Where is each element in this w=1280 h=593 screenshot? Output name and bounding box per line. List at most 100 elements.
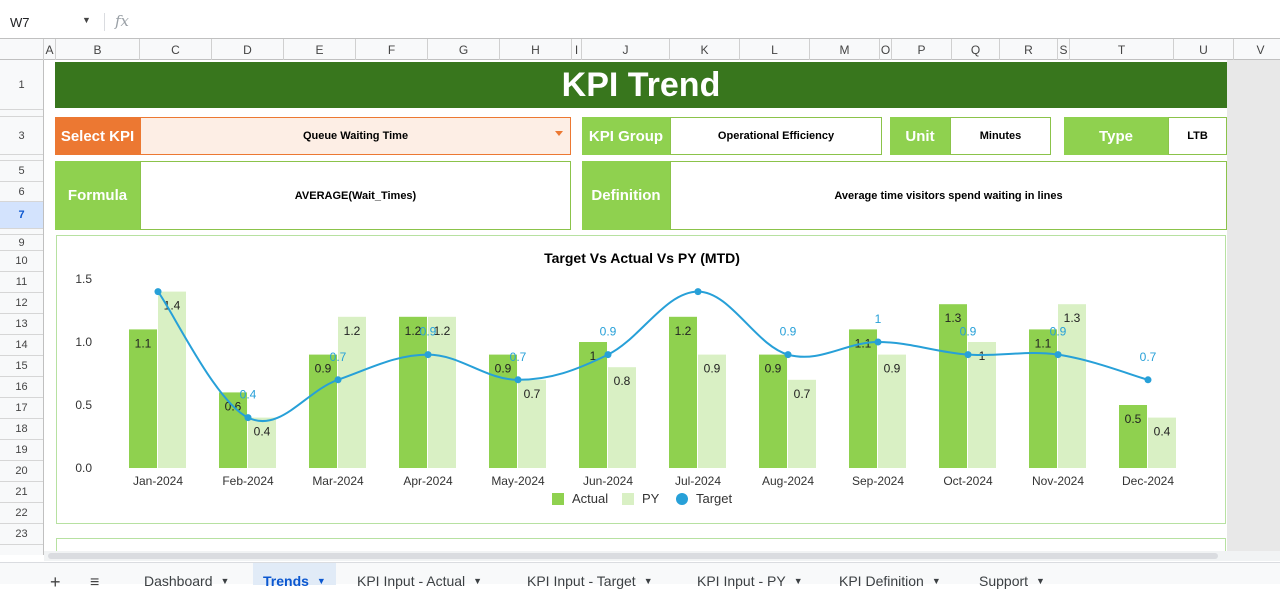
row-header-15[interactable]: 15 — [0, 356, 43, 377]
actual-data-label: 0.9 — [315, 362, 332, 376]
row-header-23[interactable]: 23 — [0, 524, 43, 545]
actual-data-label: 0.9 — [495, 362, 512, 376]
target-point — [244, 414, 252, 422]
py-bar — [878, 354, 906, 468]
actual-data-label: 1.2 — [675, 324, 692, 338]
tab-menu-icon[interactable]: ▼ — [793, 576, 803, 586]
column-header-t[interactable]: T — [1070, 39, 1174, 60]
actual-data-label: 1.2 — [405, 324, 422, 338]
kpi-group-value: Operational Efficiency — [670, 117, 882, 155]
all-sheets-icon[interactable]: ≡ — [90, 574, 100, 591]
tab-menu-icon[interactable]: ▼ — [473, 576, 483, 586]
target-point — [604, 351, 612, 359]
trend-chart[interactable]: Target Vs Actual Vs PY (MTD) 0.0 0.5 1.0 1.… — [56, 235, 1226, 524]
actual-bar — [849, 329, 877, 468]
tab-menu-icon[interactable]: ▼ — [643, 576, 653, 586]
chart-canvas: 0.00.51.01.51.11.4Jan-20240.60.4Feb-2024… — [75, 272, 1176, 506]
py-data-label: 1.3 — [1064, 311, 1081, 325]
target-point — [1144, 376, 1152, 384]
add-sheet-icon[interactable]: + — [50, 572, 61, 592]
select-all-corner[interactable] — [0, 39, 44, 60]
select-kpi-dropdown[interactable]: Queue Waiting Time — [140, 117, 571, 155]
row-header-11[interactable]: 11 — [0, 272, 43, 293]
column-header-c[interactable]: C — [140, 39, 212, 60]
unused-columns-area — [1227, 60, 1280, 555]
sheet-tab-kpi-input-target[interactable]: KPI Input - Target ▼ — [517, 563, 663, 589]
column-header-k[interactable]: K — [670, 39, 740, 60]
row-header-4[interactable] — [0, 155, 43, 161]
column-header-v[interactable]: V — [1234, 39, 1280, 60]
target-point — [1054, 351, 1062, 359]
column-header-i[interactable]: I — [572, 39, 582, 60]
tab-menu-icon[interactable]: ▼ — [931, 576, 941, 586]
column-header-b[interactable]: B — [56, 39, 140, 60]
column-header-j[interactable]: J — [582, 39, 670, 60]
column-header-l[interactable]: L — [740, 39, 810, 60]
row-header-12[interactable]: 12 — [0, 293, 43, 314]
row-header-7[interactable]: 7 — [0, 202, 43, 229]
tab-menu-icon[interactable]: ▼ — [1036, 576, 1045, 586]
target-point — [424, 351, 432, 359]
sheet-tab-kpi-input-actual[interactable]: KPI Input - Actual ▼ — [347, 563, 492, 589]
target-data-label: 0.7 — [330, 350, 347, 364]
sheet-tab-kpi-definition[interactable]: KPI Definition ▼ — [829, 563, 951, 589]
column-header-o[interactable]: O — [880, 39, 892, 60]
row-header-8[interactable] — [0, 229, 43, 235]
column-header-h[interactable]: H — [500, 39, 572, 60]
row-header-19[interactable]: 19 — [0, 440, 43, 461]
formula-bar-divider — [104, 13, 105, 31]
target-point — [334, 376, 342, 384]
tab-menu-icon[interactable]: ▼ — [316, 576, 326, 586]
actual-bar — [129, 329, 157, 468]
row-header-17[interactable]: 17 — [0, 398, 43, 419]
dropdown-arrow-icon[interactable] — [555, 131, 563, 136]
actual-data-label: 1.1 — [1035, 336, 1052, 350]
sheet-tab-kpi-input-py[interactable]: KPI Input - PY ▼ — [687, 563, 813, 589]
type-value: LTB — [1168, 117, 1227, 155]
py-bar — [428, 316, 456, 468]
column-header-m[interactable]: M — [810, 39, 880, 60]
sheet-tab-label: Trends — [263, 573, 309, 589]
row-header-10[interactable]: 10 — [0, 251, 43, 272]
column-header-e[interactable]: E — [284, 39, 356, 60]
name-box-dropdown-icon[interactable]: ▼ — [82, 15, 91, 25]
formula-label: Formula — [55, 161, 140, 230]
row-header-1[interactable]: 1 — [0, 60, 43, 110]
tab-menu-icon[interactable]: ▼ — [220, 576, 230, 586]
row-header-14[interactable]: 14 — [0, 335, 43, 356]
x-tick-label: Mar-2024 — [312, 474, 364, 488]
y-tick-label: 0.5 — [75, 398, 92, 412]
target-data-label: 0.9 — [420, 325, 437, 339]
definition-value: Average time visitors spend waiting in l… — [670, 161, 1227, 230]
row-header-18[interactable]: 18 — [0, 419, 43, 440]
row-header-2[interactable] — [0, 110, 43, 117]
row-header-21[interactable]: 21 — [0, 482, 43, 503]
scrollbar-thumb[interactable] — [48, 553, 1218, 559]
row-header-9[interactable]: 9 — [0, 235, 43, 251]
actual-data-label: 1.3 — [945, 311, 962, 325]
column-header-u[interactable]: U — [1174, 39, 1234, 60]
row-header-16[interactable]: 16 — [0, 377, 43, 398]
row-header-6[interactable]: 6 — [0, 182, 43, 202]
name-box[interactable]: W7 — [0, 8, 100, 36]
row-header-5[interactable]: 5 — [0, 161, 43, 182]
row-header-3[interactable]: 3 — [0, 117, 43, 155]
py-bar — [698, 354, 726, 468]
column-header-s[interactable]: S — [1058, 39, 1070, 60]
column-header-p[interactable]: P — [892, 39, 952, 60]
sheet-tab-trends[interactable]: Trends ▼ — [253, 563, 336, 589]
y-tick-label: 1.5 — [75, 272, 92, 286]
column-header-d[interactable]: D — [212, 39, 284, 60]
sheet-tab-dashboard[interactable]: Dashboard ▼ — [134, 563, 239, 589]
column-header-a[interactable]: A — [44, 39, 56, 60]
row-header-22[interactable]: 22 — [0, 503, 43, 524]
column-header-f[interactable]: F — [356, 39, 428, 60]
row-header-13[interactable]: 13 — [0, 314, 43, 335]
row-header-20[interactable]: 20 — [0, 461, 43, 482]
column-header-r[interactable]: R — [1000, 39, 1058, 60]
chart-title: Target Vs Actual Vs PY (MTD) — [544, 250, 740, 266]
column-header-q[interactable]: Q — [952, 39, 1000, 60]
sheet-tab-support[interactable]: Support ▼ — [969, 563, 1055, 589]
column-header-g[interactable]: G — [428, 39, 500, 60]
unit-value: Minutes — [950, 117, 1051, 155]
